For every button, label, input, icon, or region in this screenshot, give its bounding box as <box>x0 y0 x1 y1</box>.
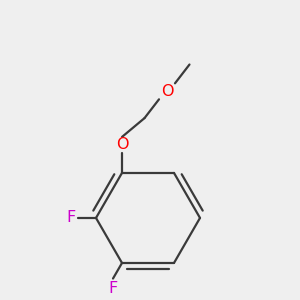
Text: O: O <box>116 137 128 152</box>
Text: O: O <box>161 84 173 99</box>
Text: F: F <box>108 280 118 296</box>
Text: F: F <box>67 210 76 225</box>
